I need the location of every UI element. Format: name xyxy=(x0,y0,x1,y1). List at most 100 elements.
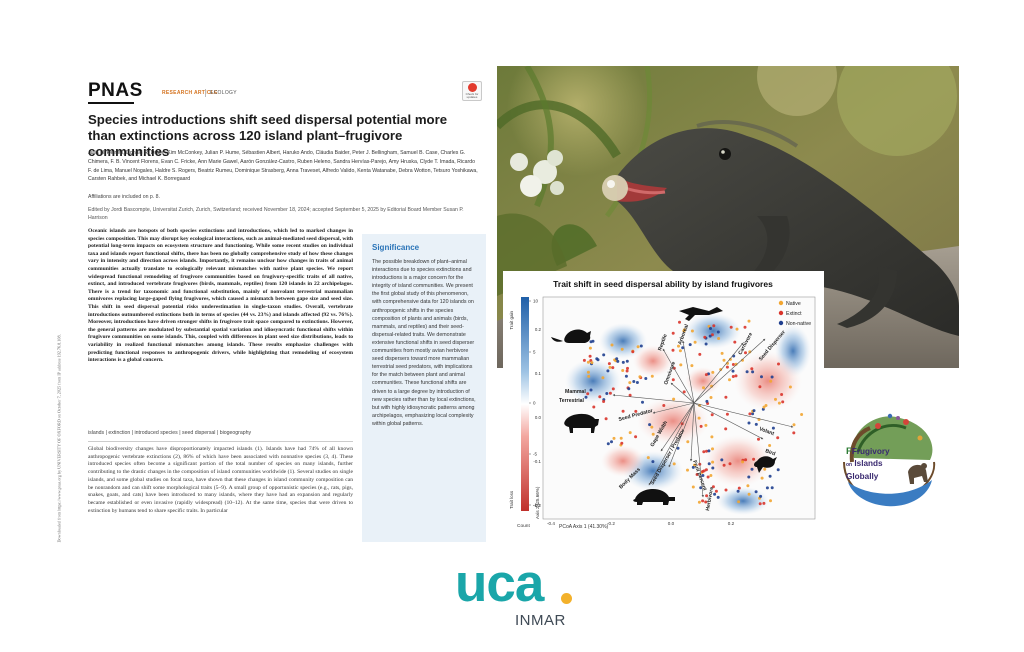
rat-icon xyxy=(551,329,591,343)
data-point xyxy=(677,344,680,348)
data-point xyxy=(634,435,638,439)
data-point xyxy=(710,384,714,388)
data-point xyxy=(747,475,751,479)
data-point xyxy=(714,489,718,493)
data-point xyxy=(728,357,732,361)
data-point xyxy=(631,350,635,354)
data-point xyxy=(625,359,629,363)
data-point xyxy=(762,501,766,505)
legend-marker-native xyxy=(778,300,784,306)
check-for-updates-badge[interactable]: Check for updates xyxy=(462,81,482,101)
data-point xyxy=(628,431,632,435)
data-point xyxy=(763,467,767,471)
data-point xyxy=(712,324,716,328)
paper-title: Species introductions shift seed dispers… xyxy=(88,112,448,159)
data-point xyxy=(710,413,714,417)
data-point xyxy=(748,350,752,354)
data-point xyxy=(752,409,756,413)
legend-marker-non-native xyxy=(778,320,784,326)
density-blue-region xyxy=(565,359,621,403)
frugivory-logo-art xyxy=(843,413,936,507)
data-point xyxy=(747,492,751,496)
data-point xyxy=(711,466,715,470)
data-point xyxy=(713,492,717,496)
data-point xyxy=(671,331,675,335)
animal-silhouettes xyxy=(551,307,777,505)
data-point xyxy=(734,362,738,366)
editorial-note: Edited by Jordi Bascompte, Universitat Z… xyxy=(88,207,464,221)
data-point xyxy=(612,436,616,440)
data-point xyxy=(764,404,768,407)
data-point xyxy=(725,365,729,369)
data-point xyxy=(602,353,606,357)
data-point xyxy=(704,500,708,504)
data-point xyxy=(706,475,710,479)
paper-page: PNAS RESEARCH ARTICLE ECOLOGY Check for … xyxy=(68,66,496,546)
data-point xyxy=(628,393,632,397)
density-blue-region xyxy=(717,487,769,515)
y-tick-label: 0.0 xyxy=(535,415,542,420)
data-point xyxy=(596,358,600,362)
trait-vector xyxy=(670,382,695,404)
data-point xyxy=(707,462,711,466)
data-point xyxy=(702,386,705,390)
data-point xyxy=(616,359,620,363)
data-point xyxy=(770,486,774,490)
download-side-note: Downloaded from https://www.pnas.org by … xyxy=(56,334,62,543)
data-point xyxy=(586,360,590,364)
significance-text: The possible breakdown of plant–animal i… xyxy=(372,259,476,427)
data-point xyxy=(686,468,689,472)
data-point xyxy=(682,390,686,394)
data-point xyxy=(792,423,796,427)
data-point xyxy=(737,486,741,490)
keywords-divider xyxy=(88,441,353,442)
data-point xyxy=(768,474,772,478)
data-point xyxy=(695,473,699,476)
trait-vector xyxy=(660,402,695,452)
data-point xyxy=(751,370,755,374)
data-point xyxy=(720,351,724,355)
data-point xyxy=(711,460,715,464)
author-list: Julia H. Heinen, Donald R. Drake, Kim Mc… xyxy=(88,150,478,183)
data-point xyxy=(638,375,642,379)
data-point xyxy=(650,425,654,429)
data-point xyxy=(709,327,712,330)
data-point xyxy=(736,489,740,493)
data-point xyxy=(679,363,683,367)
logo-line-2: on Islands xyxy=(846,459,883,468)
frugivory-logo: FFrugivory on Islands Globally xyxy=(836,402,944,510)
data-point xyxy=(639,344,643,348)
x-tick-label: -0.4 xyxy=(547,521,555,526)
data-point xyxy=(707,449,711,453)
data-point xyxy=(750,467,754,471)
data-point xyxy=(800,413,804,416)
trait-vector xyxy=(682,340,695,404)
update-badge-icon xyxy=(467,82,477,92)
data-point xyxy=(628,381,632,385)
data-point xyxy=(716,495,720,499)
data-point xyxy=(650,374,654,378)
density-red-region xyxy=(704,435,772,487)
data-point xyxy=(701,474,705,477)
colorbar-tick-label: 0 xyxy=(533,401,536,406)
legend-label-extinct: Extinct xyxy=(786,311,802,317)
colorbar-count-label: Count xyxy=(517,523,530,529)
data-point xyxy=(754,490,758,494)
data-point xyxy=(765,486,769,490)
data-point xyxy=(588,354,592,358)
legend-marker-extinct xyxy=(778,310,784,316)
data-point xyxy=(644,377,648,380)
data-point xyxy=(697,500,701,504)
data-point xyxy=(774,397,777,401)
data-point xyxy=(743,325,747,329)
data-point xyxy=(741,358,744,362)
data-point xyxy=(588,346,592,350)
data-point xyxy=(711,485,715,489)
article-field: ECOLOGY xyxy=(210,90,237,96)
journal-brand: PNAS xyxy=(88,80,143,101)
data-point xyxy=(626,366,629,370)
data-point xyxy=(728,462,732,466)
density-red-region xyxy=(633,345,673,377)
data-point xyxy=(702,469,706,473)
data-point xyxy=(672,397,676,401)
